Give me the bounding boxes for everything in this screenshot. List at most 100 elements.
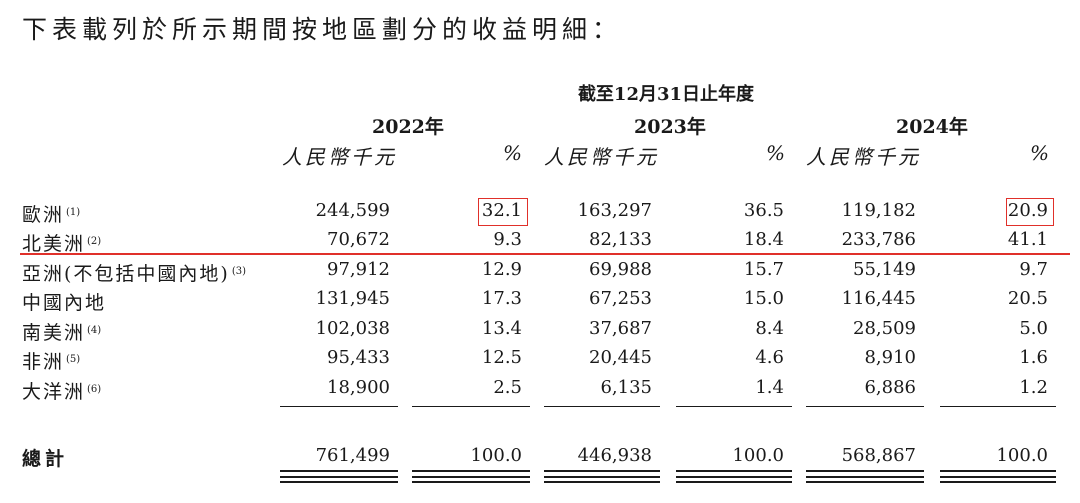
column-rule — [544, 476, 660, 478]
highlight-underline — [20, 253, 1070, 255]
revenue-2024-cell: 119,182 — [841, 200, 916, 221]
revenue-2022-cell: 97,912 — [327, 259, 390, 280]
column-rule — [806, 481, 924, 483]
pct-2023-cell: 18.4 — [743, 229, 784, 250]
column-rule — [280, 476, 398, 478]
revenue-2023-cell: 82,133 — [589, 229, 652, 250]
region-label: 亞洲(不包括中國內地) (3) — [22, 259, 246, 286]
footnote-marker: (5) — [66, 354, 81, 365]
total-revenue-2023-cell: 446,938 — [577, 445, 652, 466]
region-label: 非洲 (5) — [22, 347, 80, 374]
intro-sentence: 下表載列於所示期間按地區劃分的收益明細： — [22, 15, 623, 44]
column-rule — [280, 406, 398, 407]
pct-2024-cell: 1.2 — [1019, 377, 1048, 398]
pct-2024-cell: 5.0 — [1019, 318, 1048, 339]
revenue-2024-cell: 55,149 — [853, 259, 916, 280]
pct-2024-cell: 1.6 — [1019, 347, 1048, 368]
column-rule — [280, 481, 398, 483]
total-revenue-2024-cell: 568,867 — [841, 445, 916, 466]
region-label: 歐洲 (1) — [22, 200, 80, 227]
unit-label-2024: 人民幣千元 — [806, 145, 921, 169]
period-header: 截至12月31日止年度 — [577, 84, 755, 105]
column-rule — [806, 476, 924, 478]
pct-label-2022: % — [503, 141, 523, 165]
column-rule — [940, 476, 1056, 478]
footnote-marker: (6) — [87, 384, 102, 395]
total-pct-2024-cell: 100.0 — [996, 445, 1048, 466]
revenue-2022-cell: 70,672 — [327, 229, 390, 250]
revenue-2022-cell: 244,599 — [315, 200, 390, 221]
total-label: 總計 — [22, 448, 69, 470]
pct-label-2023: % — [766, 141, 786, 165]
column-rule — [806, 470, 924, 472]
total-pct-2023-cell: 100.0 — [732, 445, 784, 466]
revenue-2023-cell: 6,135 — [600, 377, 652, 398]
column-rule — [940, 406, 1056, 407]
column-rule — [940, 481, 1056, 483]
total-pct-2022-cell: 100.0 — [470, 445, 522, 466]
pct-2022-cell: 9.3 — [493, 229, 522, 250]
year-2022-header: 2022年 — [372, 116, 444, 138]
pct-2024-cell: 20.9 — [1007, 200, 1048, 221]
pct-label-2024: % — [1030, 141, 1050, 165]
pct-2023-cell: 15.0 — [743, 288, 784, 309]
column-rule — [412, 481, 530, 483]
revenue-2024-cell: 28,509 — [853, 318, 916, 339]
revenue-2022-cell: 102,038 — [315, 318, 390, 339]
column-rule — [280, 470, 398, 472]
region-name: 歐洲 — [22, 204, 65, 226]
pct-2022-cell: 2.5 — [493, 377, 522, 398]
revenue-2023-cell: 163,297 — [577, 200, 652, 221]
revenue-2024-cell: 8,910 — [864, 347, 916, 368]
highlight-box-europe-2024 — [1006, 198, 1054, 226]
pct-2023-cell: 36.5 — [743, 200, 784, 221]
region-label: 南美洲 (4) — [22, 318, 101, 345]
total-revenue-2022-cell: 761,499 — [315, 445, 390, 466]
year-2023-header: 2023年 — [634, 116, 706, 138]
pct-2022-cell: 12.5 — [481, 347, 522, 368]
revenue-2023-cell: 20,445 — [589, 347, 652, 368]
highlight-box-europe-2022 — [478, 198, 528, 226]
pct-2022-cell: 17.3 — [481, 288, 522, 309]
region-name: 大洋洲 — [22, 381, 86, 403]
unit-label-2022: 人民幣千元 — [282, 145, 397, 169]
column-rule — [544, 470, 660, 472]
revenue-2023-cell: 67,253 — [589, 288, 652, 309]
pct-2024-cell: 20.5 — [1007, 288, 1048, 309]
column-rule — [676, 476, 792, 478]
footnote-marker: (4) — [87, 325, 102, 336]
revenue-2024-cell: 116,445 — [841, 288, 916, 309]
column-rule — [544, 481, 660, 483]
column-rule — [676, 406, 792, 407]
region-name: 亞洲(不包括中國內地) — [22, 263, 230, 285]
revenue-2022-cell: 18,900 — [327, 377, 390, 398]
region-name: 非洲 — [22, 351, 65, 373]
revenue-2024-cell: 233,786 — [841, 229, 916, 250]
pct-2023-cell: 15.7 — [743, 259, 784, 280]
revenue-2024-cell: 6,886 — [864, 377, 916, 398]
column-rule — [676, 470, 792, 472]
column-rule — [940, 470, 1056, 472]
region-name: 北美洲 — [22, 233, 86, 255]
region-label: 中國內地 — [22, 288, 106, 315]
pct-2023-cell: 8.4 — [755, 318, 784, 339]
column-rule — [412, 406, 530, 407]
column-rule — [412, 476, 530, 478]
revenue-2023-cell: 37,687 — [589, 318, 652, 339]
footnote-marker: (3) — [231, 266, 246, 277]
pct-2023-cell: 1.4 — [755, 377, 784, 398]
revenue-2022-cell: 95,433 — [327, 347, 390, 368]
footnote-marker: (1) — [66, 207, 81, 218]
pct-2024-cell: 9.7 — [1019, 259, 1048, 280]
region-label: 北美洲 (2) — [22, 229, 101, 256]
region-label: 大洋洲 (6) — [22, 377, 101, 404]
pct-2022-cell: 13.4 — [481, 318, 522, 339]
region-name: 中國內地 — [22, 292, 107, 314]
region-name: 南美洲 — [22, 322, 86, 344]
column-rule — [676, 481, 792, 483]
year-2024-header: 2024年 — [896, 116, 968, 138]
column-rule — [412, 470, 530, 472]
column-rule — [544, 406, 660, 407]
unit-label-2023: 人民幣千元 — [544, 145, 659, 169]
pct-2022-cell: 12.9 — [481, 259, 522, 280]
